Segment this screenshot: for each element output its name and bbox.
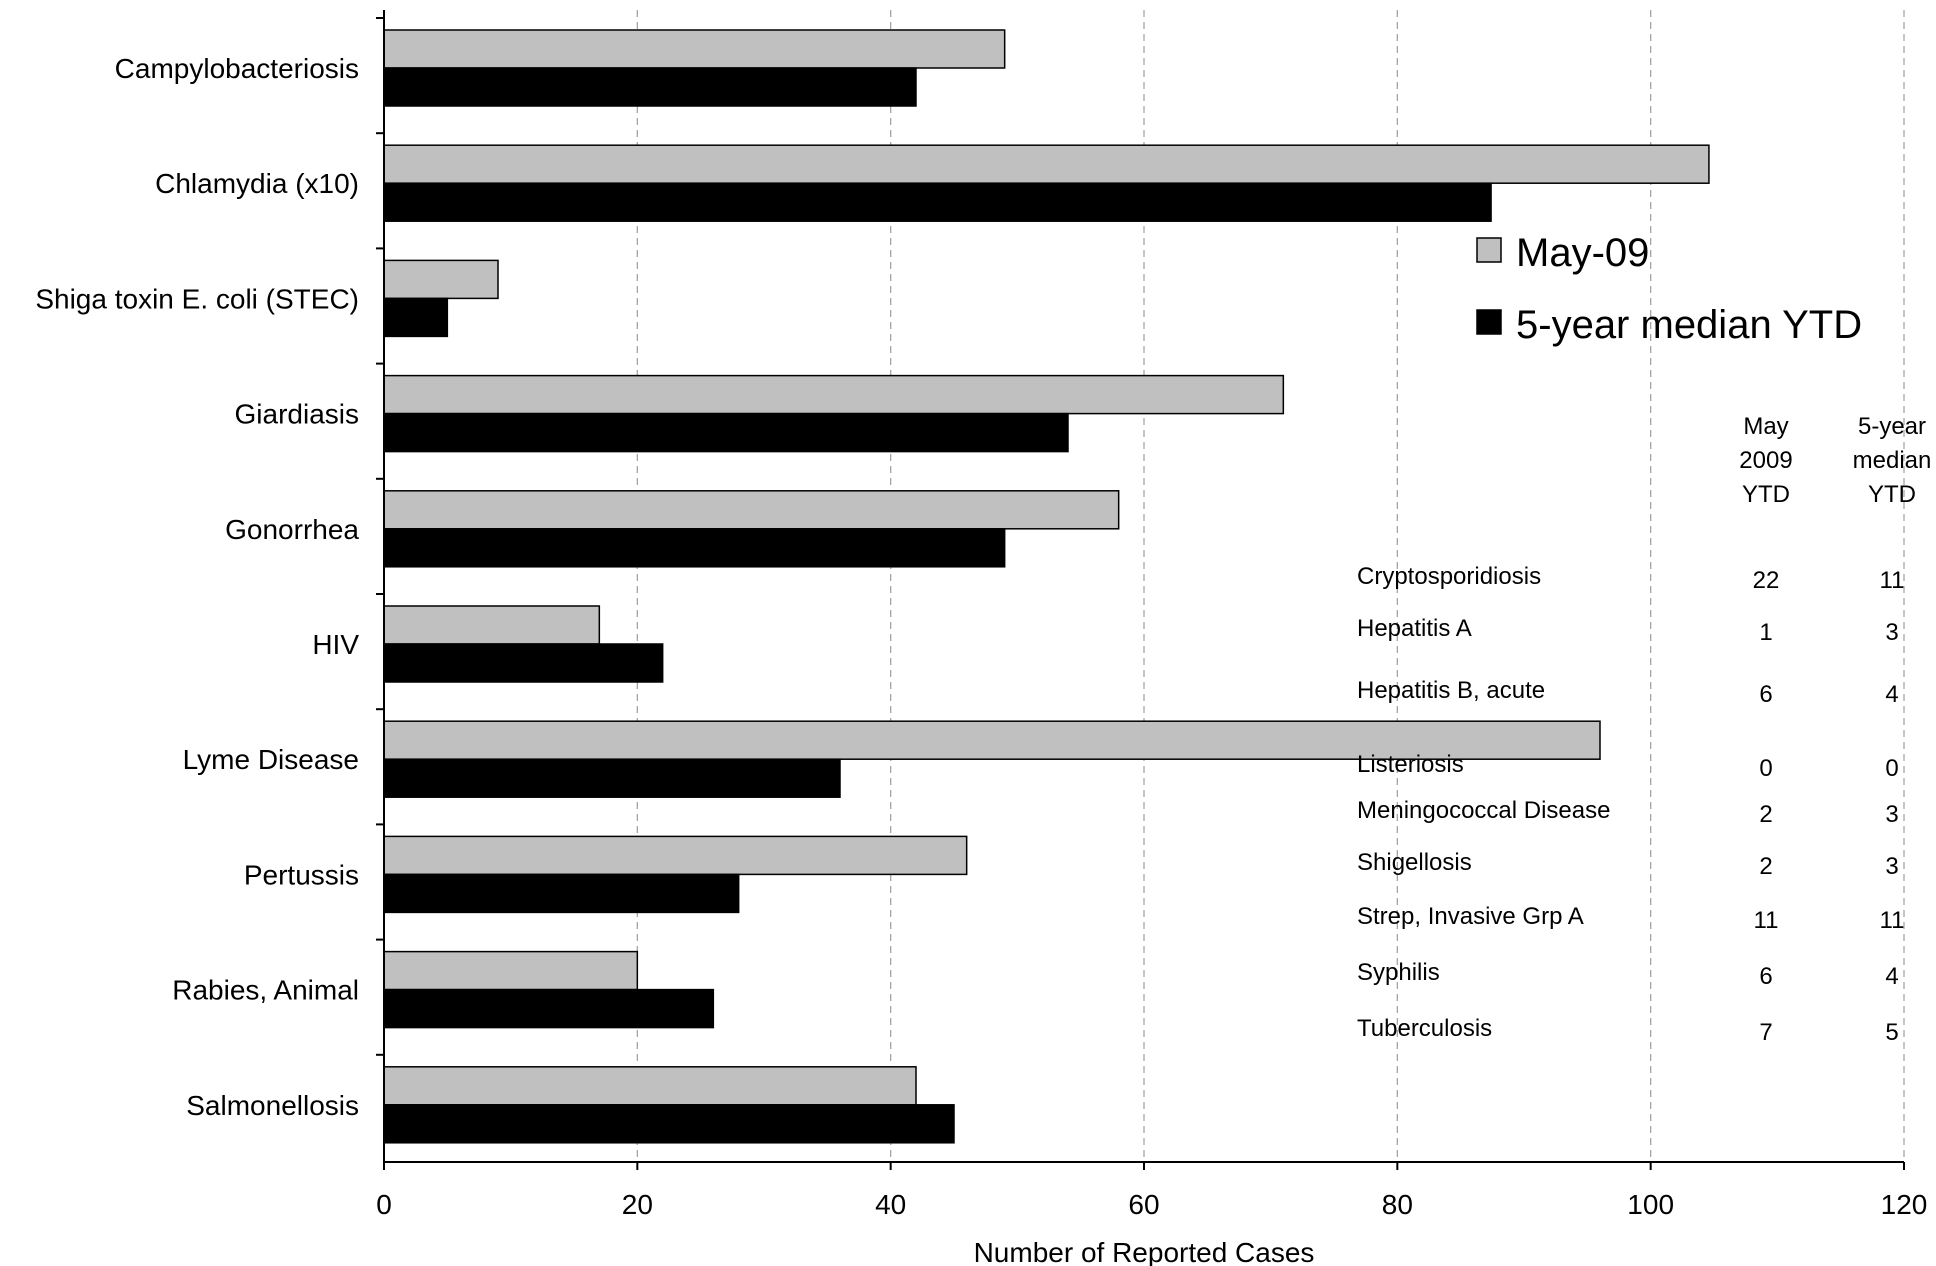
table-row-median: 3	[1885, 853, 1898, 880]
bar-pertussis-series-2	[383, 873, 740, 914]
x-tick-label: 100	[1627, 1189, 1674, 1220]
table-row-median: 5	[1885, 1019, 1898, 1046]
table-row-name: Tuberculosis	[1357, 1015, 1492, 1042]
table-row-median: 4	[1885, 681, 1898, 708]
axes	[376, 10, 1905, 1170]
table-row-name: Shigellosis	[1357, 849, 1472, 876]
bar-hiv-series-2	[383, 643, 664, 683]
x-tick-label: 0	[376, 1189, 392, 1220]
category-label: Shiga toxin E. coli (STEC)	[35, 283, 359, 314]
bar-hiv-series-1	[383, 605, 601, 645]
bar-giardiasis-series-1	[383, 374, 1285, 415]
table-header-2: median	[1853, 447, 1932, 474]
table-row-name: Meningococcal Disease	[1357, 797, 1610, 824]
bar-chlamydia-x10-series-1	[383, 144, 1710, 184]
category-label: HIV	[312, 629, 359, 660]
bar-pertussis-series-1	[383, 835, 968, 876]
x-tick-label: 40	[875, 1189, 906, 1220]
table-row-median: 11	[1880, 567, 1905, 594]
category-label: Gonorrhea	[225, 514, 359, 545]
legend: May-09 5-year median YTD	[1476, 231, 1862, 347]
table-row-may: 6	[1759, 963, 1772, 990]
table-row-may: 1	[1759, 619, 1772, 646]
bar-lyme-disease-series-2	[383, 758, 841, 798]
table-row-may: 6	[1759, 681, 1772, 708]
bar-salmonellosis-series-1	[383, 1066, 917, 1106]
table-header-1: YTD	[1742, 481, 1790, 508]
table-header-2: 5-year	[1858, 413, 1926, 440]
category-label: Chlamydia (x10)	[155, 168, 359, 199]
legend-swatch-2	[1476, 309, 1502, 335]
bar-rabies-animal-series-2	[383, 988, 715, 1029]
category-labels: Campylobacteriosis Chlamydia (x10) Shiga t…	[35, 53, 359, 1121]
legend-label-2: 5-year median YTD	[1516, 303, 1862, 347]
table-row-name: Syphilis	[1357, 959, 1440, 986]
category-label: Pertussis	[244, 859, 359, 890]
bar-salmonellosis-series-2	[383, 1104, 955, 1144]
category-label: Campylobacteriosis	[115, 53, 359, 84]
x-tick-label: 60	[1128, 1189, 1159, 1220]
x-tick-label: 20	[622, 1189, 653, 1220]
category-label: Lyme Disease	[183, 744, 359, 775]
table-row-median: 0	[1885, 755, 1898, 782]
table-header-1: May	[1743, 413, 1788, 440]
legend-swatch-1	[1476, 237, 1502, 263]
table-row-may: 22	[1753, 567, 1780, 594]
bar-campylobacteriosis-series-2	[383, 67, 917, 107]
table-row-may: 2	[1759, 853, 1772, 880]
table-row-may: 2	[1759, 801, 1772, 828]
category-label: Giardiasis	[235, 399, 359, 430]
bar-gonorrhea-series-2	[383, 528, 1006, 568]
table-header-1: 2009	[1739, 447, 1792, 474]
bar-shiga-toxin-e-coli-stec-series-1	[383, 259, 499, 300]
table-row-median: 4	[1885, 963, 1898, 990]
legend-label-1: May-09	[1516, 231, 1649, 275]
bars	[383, 29, 1710, 1144]
table-row-may: 11	[1754, 907, 1779, 934]
category-label: Rabies, Animal	[172, 975, 359, 1006]
bar-campylobacteriosis-series-1	[383, 29, 1006, 69]
case-table: May 2009 YTD 5-year median YTD Cryptosporidios…	[1357, 413, 1931, 1046]
tick-labels: 0 20 40 60 80 100 120	[376, 1189, 1927, 1220]
table-row-name: Hepatitis B, acute	[1357, 677, 1545, 704]
table-row-name: Cryptosporidiosis	[1357, 563, 1541, 590]
table-row-median: 3	[1885, 801, 1898, 828]
table-row-may: 7	[1759, 1019, 1772, 1046]
bar-chlamydia-x10-series-2	[383, 182, 1492, 222]
bar-shiga-toxin-e-coli-stec-series-2	[383, 297, 449, 338]
table-row-median: 11	[1880, 907, 1905, 934]
table-row-may: 0	[1759, 755, 1772, 782]
bar-gonorrhea-series-1	[383, 490, 1120, 530]
table-row-median: 3	[1885, 619, 1898, 646]
table-row-name: Hepatitis A	[1357, 615, 1472, 642]
x-axis-title: Number of Reported Cases	[974, 1237, 1315, 1266]
x-tick-label: 120	[1881, 1189, 1928, 1220]
bar-lyme-disease-series-1	[383, 720, 1601, 760]
x-tick-label: 80	[1382, 1189, 1413, 1220]
bar-rabies-animal-series-1	[383, 950, 639, 991]
table-header-2: YTD	[1868, 481, 1916, 508]
bar-giardiasis-series-2	[383, 412, 1069, 453]
category-label: Salmonellosis	[186, 1090, 359, 1121]
table-row-name: Strep, Invasive Grp A	[1357, 903, 1584, 930]
table-row-name: Listeriosis	[1357, 751, 1464, 778]
